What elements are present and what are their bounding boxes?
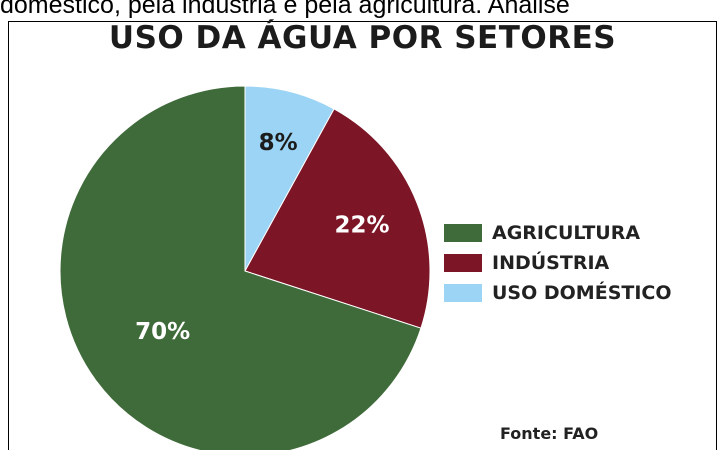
legend-item-uso-domestico: USO DOMÉSTICO <box>444 278 672 308</box>
legend-swatch <box>444 224 482 242</box>
pie-data-label: 22% <box>334 213 389 239</box>
legend-swatch <box>444 254 482 272</box>
pie-data-labels: 8% 22% 70% <box>135 130 389 345</box>
pie-slice-industria <box>244 108 431 329</box>
legend-item-industria: INDÚSTRIA <box>444 248 672 278</box>
pie-slices <box>59 85 431 450</box>
legend-item-agricultura: AGRICULTURA <box>444 218 672 248</box>
pie-slice-uso-domestico <box>244 85 335 272</box>
pie-data-label: 70% <box>135 319 190 345</box>
pie-slice-agricultura <box>59 85 422 450</box>
legend-swatch <box>444 284 482 302</box>
legend-label: INDÚSTRIA <box>492 252 610 274</box>
source-note: Fonte: FAO <box>500 424 599 443</box>
legend-label: USO DOMÉSTICO <box>492 282 672 304</box>
legend: AGRICULTURA INDÚSTRIA USO DOMÉSTICO <box>444 218 672 308</box>
cropped-question-text: doméstico, pela indústria e pela agricul… <box>0 0 570 19</box>
chart-title: USO DA ÁGUA POR SETORES <box>108 20 617 56</box>
pie-data-label: 8% <box>259 130 298 156</box>
legend-label: AGRICULTURA <box>492 222 641 244</box>
